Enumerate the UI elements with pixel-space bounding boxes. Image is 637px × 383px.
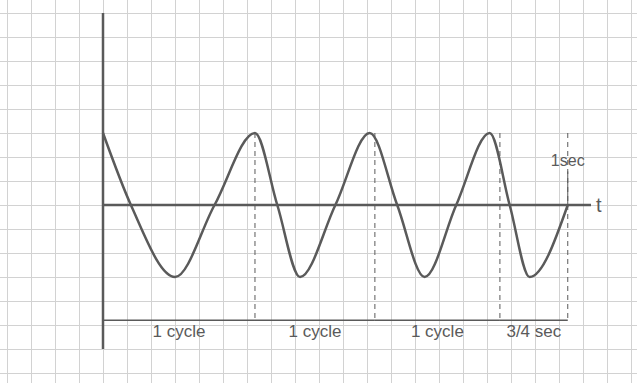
svg-text:1 cycle: 1 cycle (153, 322, 206, 341)
svg-text:3/4 sec: 3/4 sec (506, 322, 561, 341)
svg-text:1 cycle: 1 cycle (411, 322, 464, 341)
svg-text:1 cycle: 1 cycle (288, 322, 341, 341)
svg-text:t: t (596, 194, 602, 216)
svg-text:1sec: 1sec (551, 152, 585, 169)
